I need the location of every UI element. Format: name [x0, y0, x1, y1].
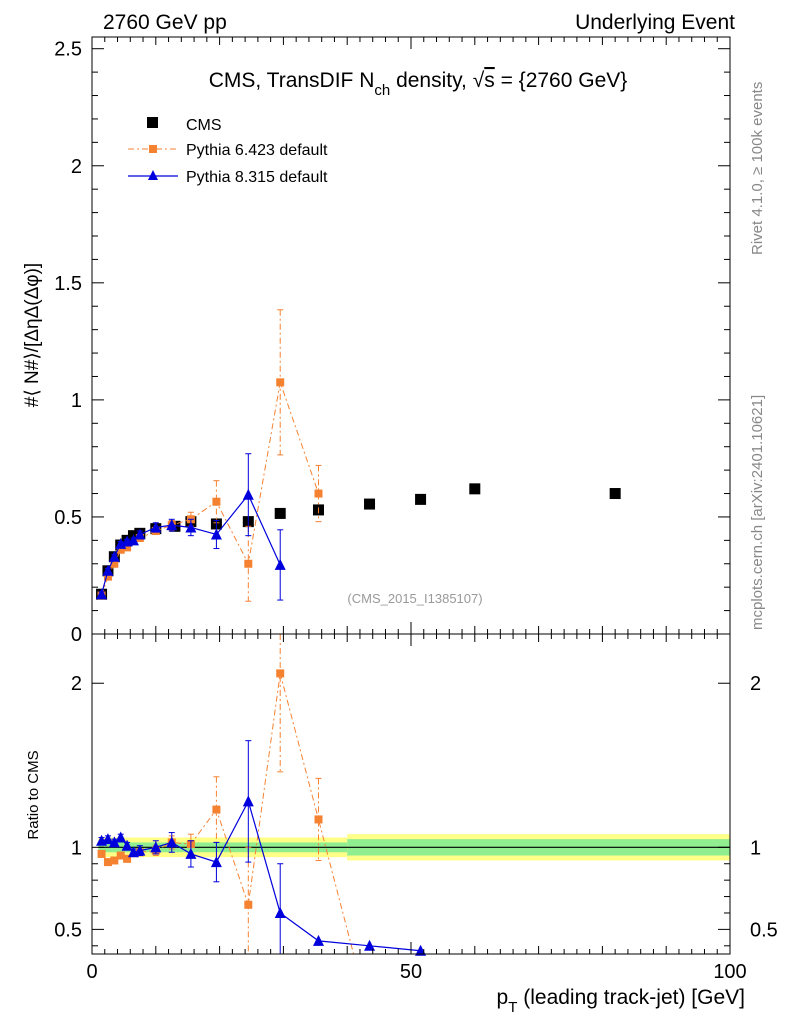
ratio-pythia8-point — [166, 836, 178, 848]
ratio-pythia8-point — [115, 831, 127, 843]
pythia6-point — [276, 378, 285, 387]
ratio-y-axis-label: Ratio to CMS — [25, 750, 42, 839]
ratio-y-tick-label-right: 1 — [750, 837, 761, 859]
x-tick-label: 0 — [86, 961, 97, 983]
ratio-ticks — [91, 634, 731, 954]
ratio-pythia6-point — [123, 854, 132, 863]
ratio-frame — [91, 633, 731, 955]
y-tick-label: 2.5 — [54, 39, 82, 61]
cms-point — [609, 488, 621, 500]
ratio-pythia8-point — [102, 833, 114, 845]
ratio-pythia8-line — [101, 799, 421, 952]
ratio-y-tick-label: 2 — [71, 673, 82, 695]
pythia8-point — [210, 528, 222, 540]
pythia6-point — [103, 572, 112, 581]
ratio-pythia6-point — [244, 900, 253, 909]
pythia6-point — [123, 543, 132, 552]
main-panel: 0 0.5 1 1.5 2 2.5 (CMS_2015_I1385107) CMS, Tr… — [22, 36, 731, 646]
pythia8-point — [185, 521, 197, 533]
x-axis-label: pT (leading track-jet) [GeV] — [497, 986, 745, 1016]
ratio-y-tick-labels: 0.5 0.5 1 1 2 2 — [54, 673, 778, 941]
ratio-y-tick-label-right: 0.5 — [750, 919, 778, 941]
y-axis-label: #⟨ N#⟩/[ΔηΔ(Δφ)] — [22, 263, 43, 407]
ratio-pythia6-point — [116, 851, 125, 860]
ratio-pythia6-line — [101, 673, 355, 955]
pythia8-point — [150, 521, 162, 533]
ratio-pythia8-point — [150, 841, 162, 853]
main-ticks — [91, 37, 731, 635]
x-tick-labels: 0 50 100 — [86, 961, 746, 983]
legend-marker-pythia6 — [149, 145, 157, 153]
pythia6-point — [116, 545, 125, 554]
ratio-y-tick-label: 1 — [71, 837, 82, 859]
pythia6-line — [101, 380, 319, 596]
pythia8-point — [166, 519, 178, 531]
ratio-pythia8-point — [364, 939, 376, 951]
ratio-pythia8-point — [185, 847, 197, 859]
header-left: 2760 GeV pp — [103, 11, 227, 34]
ratio-pythia6-point — [276, 669, 285, 678]
pythia6-point — [244, 559, 253, 568]
ratio-panel: 0.5 0.5 1 1 2 2 0 50 100 Ratio to CMS pT (leadi… — [25, 633, 778, 1016]
ratio-pythia8-point — [210, 856, 222, 868]
cms-point — [415, 493, 427, 505]
y-tick-label: 2 — [71, 156, 82, 178]
ratio-pythia8-point — [108, 836, 120, 848]
legend-label-pythia8: Pythia 8.315 default — [186, 169, 328, 186]
main-y-tick-labels: 0 0.5 1 1.5 2 2.5 — [54, 39, 82, 646]
ratio-pythia6-point — [103, 858, 112, 867]
chart-title: CMS, TransDIF Nch density, √s = {2760 Ge… — [209, 69, 628, 99]
cms-point — [274, 507, 286, 519]
ratio-pythia6-point — [97, 849, 106, 858]
main-marks — [96, 309, 621, 602]
ratio-pythia8-point — [134, 844, 146, 856]
pythia8-point — [134, 528, 146, 540]
ratio-marks — [96, 634, 427, 956]
ratio-pythia6-point — [314, 815, 323, 824]
ratio-pythia8-point — [312, 934, 324, 946]
ratio-pythia6-point — [212, 805, 221, 814]
legend-marker-cms — [147, 117, 158, 128]
mcplots-label: mcplots.cern.ch [arXiv:2401.10621] — [749, 395, 766, 630]
pythia8-point — [242, 488, 254, 500]
rivet-label: Rivet 4.1.0, ≥ 100k events — [749, 82, 766, 255]
cms-point — [364, 498, 376, 510]
ratio-pythia6-point — [110, 856, 119, 865]
cms-point — [469, 483, 481, 495]
pythia8-point — [127, 534, 139, 546]
pythia6-point — [314, 489, 323, 498]
y-tick-label: 0.5 — [54, 507, 82, 529]
legend-label-pythia6: Pythia 6.423 default — [186, 142, 328, 159]
pythia8-point — [96, 588, 108, 600]
ratio-y-tick-label-right: 2 — [750, 673, 761, 695]
ratio-pythia8-point — [274, 906, 286, 918]
legend-label-cms: CMS — [186, 117, 222, 134]
y-tick-label: 0 — [71, 624, 82, 646]
y-tick-label: 1 — [71, 390, 82, 412]
x-tick-label: 50 — [400, 961, 422, 983]
pythia8-point — [102, 564, 114, 576]
pythia6-point — [110, 559, 119, 568]
ratio-pythia8-point — [121, 839, 133, 851]
header-right: Underlying Event — [575, 11, 735, 34]
legend-marker-pythia8 — [148, 170, 158, 180]
pythia6-point — [212, 497, 221, 506]
ratio-y-tick-label: 0.5 — [54, 919, 82, 941]
x-tick-label: 100 — [713, 961, 746, 983]
pythia8-point — [108, 550, 120, 562]
y-tick-label: 1.5 — [54, 273, 82, 295]
pythia8-point — [274, 558, 286, 570]
watermark: (CMS_2015_I1385107) — [347, 591, 482, 606]
legend: CMS Pythia 6.423 default Pythia 8.315 de… — [128, 117, 328, 186]
ratio-pythia8-point — [242, 795, 254, 807]
